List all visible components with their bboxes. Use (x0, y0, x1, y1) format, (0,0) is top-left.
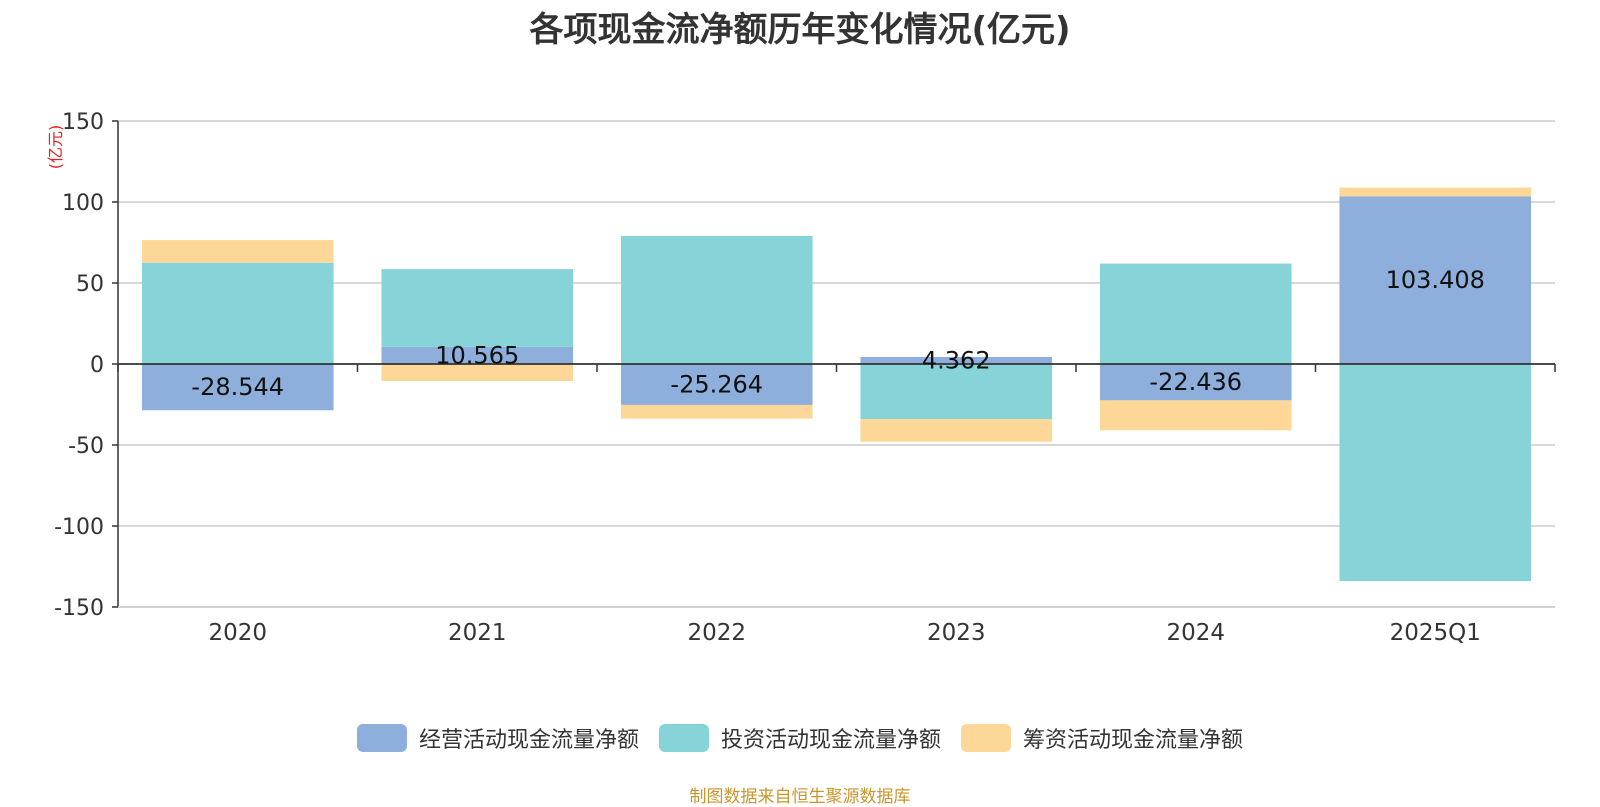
x-tick-label-2025Q1: 2025Q1 (1390, 620, 1481, 646)
data-label-2025Q1: 103.408 (1386, 266, 1485, 294)
label-layer: -28.544 10.565 -25.264 4.362 -22.436 103.408 (191, 266, 1484, 401)
y-axis-label: (亿元) (46, 125, 65, 170)
legend-swatch (658, 724, 709, 752)
data-label-2020: -28.544 (191, 373, 284, 401)
y-tick-label: 0 (90, 353, 104, 378)
y-tick-label: -150 (54, 596, 104, 621)
bar-经营活动现金流量净额-2021 (381, 346, 574, 364)
legend-item-2[interactable]: 筹资活动现金流量净额 (961, 722, 1243, 754)
legend-label: 经营活动现金流量净额 (418, 728, 639, 753)
bar-筹资活动现金流量净额-2023 (860, 419, 1053, 442)
bar-筹资活动现金流量净额-2025Q1 (1339, 187, 1532, 197)
data-label-2021: 10.565 (435, 341, 519, 369)
y-tick-label: 150 (62, 110, 104, 135)
y-tick-label: 100 (62, 191, 104, 216)
legend-swatch (356, 724, 407, 752)
bar-经营活动现金流量净额-2024 (1099, 364, 1292, 401)
y-tick-label: -100 (54, 515, 104, 540)
legend-item-1[interactable]: 投资活动现金流量净额 (658, 722, 941, 754)
bar-投资活动现金流量净额-2022 (620, 236, 813, 364)
legend-label: 投资活动现金流量净额 (720, 728, 941, 753)
bar-经营活动现金流量净额-2020 (141, 364, 334, 411)
x-tick-label-2021: 2021 (448, 620, 507, 646)
bar-筹资活动现金流量净额-2020 (141, 240, 334, 263)
source-note: 制图数据来自恒生聚源数据库 (689, 787, 911, 807)
bar-投资活动现金流量净额-2025Q1 (1339, 364, 1532, 582)
data-label-2024: -22.436 (1149, 368, 1242, 396)
axis-layer: 150 100 50 0 -50 -100 -150 (亿元) 2020 2021 2022 2023… (46, 110, 1556, 646)
legend-swatch (961, 724, 1011, 752)
bar-筹资活动现金流量净额-2021 (381, 364, 574, 382)
bar-投资活动现金流量净额-2021 (381, 269, 574, 347)
y-tick-label: 50 (76, 272, 104, 297)
legend-item-0[interactable]: 经营活动现金流量净额 (356, 722, 639, 754)
y-tick-label: -50 (68, 434, 104, 459)
x-tick-label-2024: 2024 (1166, 620, 1225, 646)
bar-经营活动现金流量净额-2025Q1 (1339, 196, 1532, 364)
bar-经营活动现金流量净额-2023 (860, 356, 1053, 364)
x-tick-label-2020: 2020 (208, 620, 267, 646)
x-tick-label-2023: 2023 (927, 620, 986, 646)
x-tick-label-2022: 2022 (687, 620, 746, 646)
bar-layer (141, 187, 1532, 582)
bar-投资活动现金流量净额-2020 (141, 262, 334, 364)
legend-label: 筹资活动现金流量净额 (1023, 728, 1244, 753)
data-label-2022: -25.264 (670, 370, 763, 398)
data-label-2023: 4.362 (922, 346, 991, 374)
bar-筹资活动现金流量净额-2024 (1099, 400, 1292, 431)
bar-投资活动现金流量净额-2023 (860, 364, 1053, 420)
legend: 经营活动现金流量净额 投资活动现金流量净额 筹资活动现金流量净额 (0, 722, 1600, 754)
bar-投资活动现金流量净额-2024 (1099, 263, 1292, 364)
bar-经营活动现金流量净额-2022 (620, 364, 813, 405)
bar-筹资活动现金流量净额-2022 (620, 404, 813, 419)
chart-title: 各项现金流净额历年变化情况(亿元) (529, 10, 1071, 50)
